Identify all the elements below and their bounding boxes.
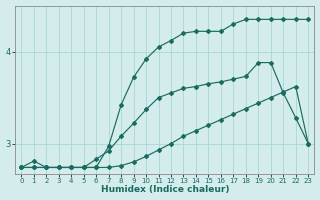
X-axis label: Humidex (Indice chaleur): Humidex (Indice chaleur) (100, 185, 229, 194)
